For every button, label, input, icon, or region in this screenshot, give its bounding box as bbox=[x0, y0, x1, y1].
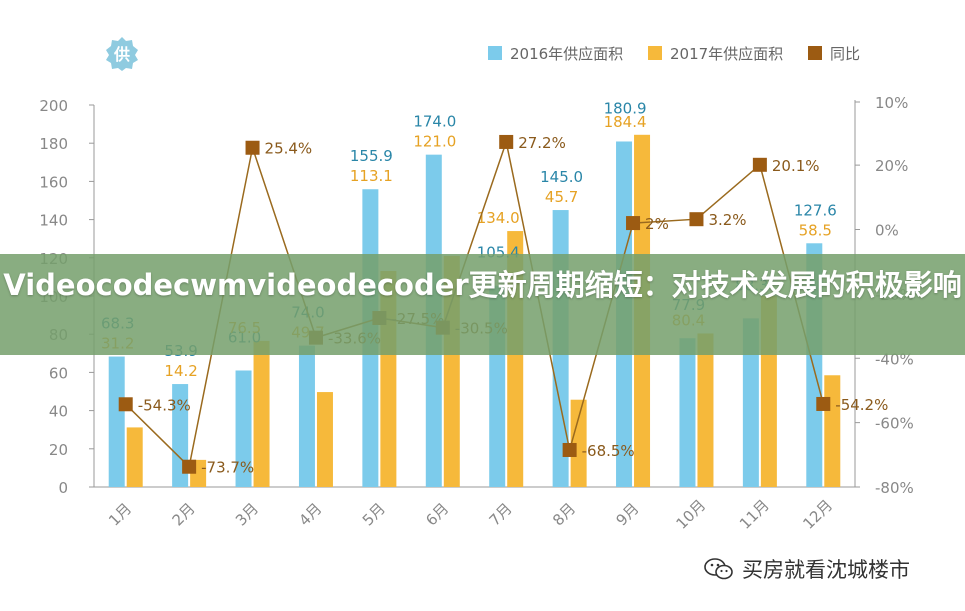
x-tick-label: 6月 bbox=[422, 499, 452, 529]
data-label-2016: 155.9 bbox=[350, 147, 393, 165]
watermark: 买房就看沈城楼市 bbox=[704, 552, 910, 586]
yoy-marker bbox=[626, 216, 641, 231]
x-tick-label: 5月 bbox=[359, 499, 389, 529]
legend-swatch bbox=[808, 46, 822, 60]
logo-text: 供 bbox=[113, 45, 130, 64]
yoy-label: 2% bbox=[645, 215, 669, 233]
y-right-tick-label: 20% bbox=[875, 157, 908, 175]
data-label-2017: 121.0 bbox=[413, 133, 456, 151]
yoy-line bbox=[125, 139, 825, 469]
yoy-marker bbox=[689, 212, 704, 227]
bar-2017 bbox=[697, 333, 714, 487]
data-label-2017: 134.0 bbox=[477, 209, 520, 227]
yoy-label: -54.3% bbox=[138, 396, 191, 414]
legend-swatch bbox=[648, 46, 662, 60]
data-label-2016: 174.0 bbox=[413, 113, 456, 131]
bar-2017 bbox=[316, 392, 333, 487]
y-left-tick-label: 40 bbox=[49, 403, 68, 421]
x-tick-label: 4月 bbox=[295, 499, 325, 529]
y-left-tick-label: 160 bbox=[39, 173, 68, 191]
yoy-label: 3.2% bbox=[708, 211, 746, 229]
bar-2017 bbox=[126, 427, 143, 487]
x-tick-label: 2月 bbox=[169, 499, 199, 529]
yoy-label: -54.2% bbox=[835, 396, 888, 414]
yoy-marker bbox=[499, 134, 514, 149]
data-label-2017: 58.5 bbox=[799, 221, 832, 239]
y-right-tick-label: -60% bbox=[875, 415, 914, 433]
x-tick-label: 8月 bbox=[549, 499, 579, 529]
x-tick-label: 3月 bbox=[232, 499, 262, 529]
yoy-label: 25.4% bbox=[265, 140, 313, 158]
yoy-marker bbox=[245, 140, 260, 155]
watermark-text: 买房就看沈城楼市 bbox=[742, 558, 910, 582]
y-left-tick-label: 0 bbox=[58, 479, 68, 497]
logo-badge-icon: 供 bbox=[106, 37, 138, 71]
bar-2017 bbox=[824, 375, 841, 487]
y-left-tick-label: 140 bbox=[39, 212, 68, 230]
yoy-label: 27.2% bbox=[518, 134, 566, 152]
x-tick-label: 9月 bbox=[612, 499, 642, 529]
bar-2016 bbox=[235, 370, 252, 487]
bar-2016 bbox=[742, 318, 759, 487]
bar-2016 bbox=[679, 338, 696, 487]
wechat-icon bbox=[704, 558, 733, 580]
x-tick-label: 10月 bbox=[673, 496, 710, 533]
legend-swatch bbox=[488, 46, 502, 60]
yoy-marker bbox=[562, 442, 577, 457]
x-tick-label: 1月 bbox=[105, 499, 135, 529]
banner-title: Videocodecwmvideodecoder更新周期缩短：对技术发展的积极影… bbox=[3, 268, 962, 302]
data-label-2017: 14.2 bbox=[164, 362, 197, 380]
yoy-label: -68.5% bbox=[582, 442, 635, 460]
yoy-marker bbox=[118, 397, 133, 412]
y-right-tick-label: -80% bbox=[875, 479, 914, 497]
y-left-tick-label: 60 bbox=[49, 364, 68, 382]
legend-label: 同比 bbox=[830, 45, 860, 63]
yoy-marker bbox=[182, 459, 197, 474]
y-left-tick-label: 200 bbox=[39, 97, 68, 115]
data-label-2017: 113.1 bbox=[350, 167, 393, 185]
y-left-tick-label: 20 bbox=[49, 441, 68, 459]
data-label-2017: 184.4 bbox=[604, 113, 647, 131]
x-tick-label: 11月 bbox=[736, 496, 773, 533]
data-label-2016: 145.0 bbox=[540, 168, 583, 186]
legend-label: 2017年供应面积 bbox=[670, 45, 783, 63]
bar-2016 bbox=[108, 356, 125, 487]
data-label-2017: 45.7 bbox=[545, 188, 578, 206]
x-tick-label: 7月 bbox=[486, 499, 516, 529]
yoy-marker bbox=[816, 396, 831, 411]
yoy-marker bbox=[752, 157, 767, 172]
bar-2016 bbox=[298, 345, 315, 487]
legend-label: 2016年供应面积 bbox=[510, 45, 623, 63]
title-banner bbox=[0, 254, 965, 355]
x-tick-label: 12月 bbox=[799, 496, 836, 533]
y-left-tick-label: 180 bbox=[39, 135, 68, 153]
y-right-tick-label: 0% bbox=[875, 222, 899, 240]
bar-2017 bbox=[253, 340, 270, 487]
data-label-2016: 127.6 bbox=[794, 201, 837, 219]
bar-2017 bbox=[570, 399, 587, 487]
yoy-label: 20.1% bbox=[772, 157, 820, 175]
data-label-2016: 180.9 bbox=[604, 99, 647, 117]
y-right-tick-label: 10% bbox=[875, 94, 908, 112]
yoy-label: -73.7% bbox=[201, 459, 254, 477]
